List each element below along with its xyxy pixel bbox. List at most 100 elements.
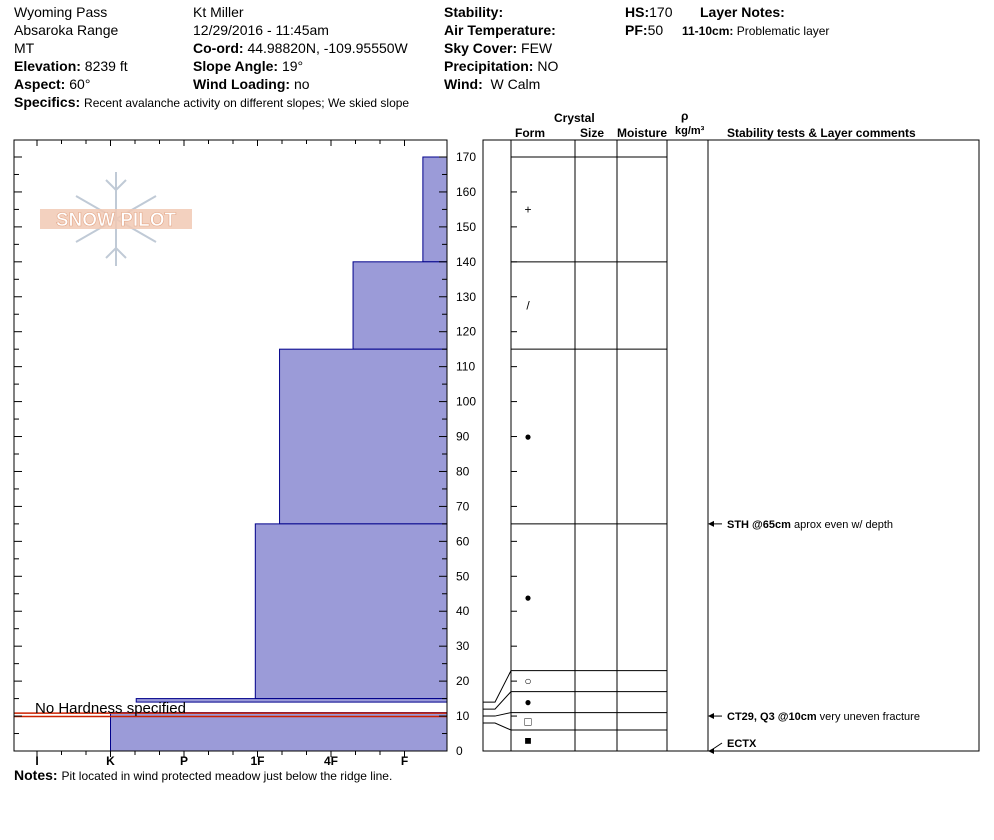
sky-value: FEW <box>521 40 553 56</box>
elevation-value: 8239 ft <box>84 58 128 74</box>
x-tick-label: 1F <box>250 754 264 768</box>
col-tests: Stability tests & Layer comments <box>727 126 916 140</box>
wind-loading-label: Wind Loading: <box>193 76 291 92</box>
profile-bar <box>279 348 448 525</box>
logo-band <box>40 209 192 229</box>
grain-form-symbol: ■ <box>524 734 531 748</box>
test-arrowhead <box>708 520 714 527</box>
slope-value: 19° <box>281 58 304 74</box>
profile-bar <box>352 261 448 350</box>
y-tick-label: 40 <box>456 604 470 618</box>
col-size: Size <box>580 126 605 140</box>
test-label: ECTX <box>727 738 757 750</box>
stability-label: Stability: <box>444 4 504 20</box>
layer-note-text: Problematic layer <box>736 24 830 38</box>
layer-notes-heading: Layer Notes: <box>700 3 785 21</box>
slope-angle: Slope Angle: 19° <box>193 57 303 75</box>
location: Wyoming Pass <box>14 4 108 20</box>
x-tick-label: I <box>35 754 38 768</box>
x-tick-label: P <box>180 754 188 768</box>
chart-axes: I K P 1F 4F F 0 10 20 30 40 50 60 70 80 90 100 110 120 130 1… <box>13 139 476 768</box>
x-tick-label: F <box>401 754 408 768</box>
coord-label: Co-ord: <box>193 40 244 56</box>
hardness-profile <box>14 156 448 752</box>
no-hardness-label: No Hardness specified <box>35 700 186 717</box>
test-label: CT29, Q3 @10cm very uneven fracture <box>727 711 920 723</box>
y-tick-label: 90 <box>456 430 470 444</box>
notes: Notes: Pit located in wind protected mea… <box>14 766 392 785</box>
layer-note-depth: 11-10cm: <box>682 24 734 38</box>
grain-form-symbol: ○ <box>524 674 531 688</box>
notes-label: Notes: <box>14 767 58 783</box>
layer-connector <box>483 712 512 717</box>
air-temp-label: Air Temperature: <box>444 22 556 38</box>
snowpilot-logo: SNOW PILOT <box>40 172 192 266</box>
aspect-label: Aspect: <box>14 76 66 92</box>
y-tick-label: 70 <box>456 499 470 513</box>
col-form: Form <box>515 126 545 140</box>
profile-bar <box>254 523 448 700</box>
stability-tests: STH @65cm aprox even w/ depth CT29, Q3 @1… <box>708 519 920 754</box>
test-arrowhead <box>708 713 714 720</box>
grain-form-symbol: ● <box>524 590 531 604</box>
range: Absaroka Range <box>14 22 119 38</box>
x-tick-label: 4F <box>324 754 338 768</box>
datetime: 12/29/2016 - 11:45am <box>193 22 329 38</box>
test-comment: very uneven fracture <box>817 711 920 723</box>
y-tick-label: 80 <box>456 464 470 478</box>
y-tick-label: 100 <box>456 395 476 409</box>
elevation-label: Elevation: <box>14 58 81 74</box>
precipitation: Precipitation: NO <box>444 57 558 75</box>
test-code: CT29, Q3 @10cm <box>727 711 817 723</box>
specifics: Specifics: Recent avalanche activity on … <box>14 93 409 112</box>
y-tick-label: 110 <box>456 360 475 374</box>
test-code: STH @65cm <box>727 519 791 531</box>
grain-form-symbol: + <box>524 202 531 216</box>
sky-cover: Sky Cover: FEW <box>444 39 552 57</box>
wind-loading-value: no <box>293 76 310 92</box>
pf-label: PF: <box>625 22 648 38</box>
table-frame <box>482 139 980 752</box>
y-tick-label: 10 <box>456 709 470 723</box>
layer-note: 11-10cm: Problematic layer <box>682 22 829 40</box>
y-tick-label: 140 <box>456 255 476 269</box>
y-tick-label: 60 <box>456 534 470 548</box>
air-temperature: Air Temperature: <box>444 21 556 39</box>
col-rho: ρ <box>681 109 689 123</box>
layer-notes-label: Layer Notes: <box>700 4 785 20</box>
profile-bar <box>110 712 448 752</box>
logo-text: SNOW PILOT <box>56 210 177 231</box>
coord-value: 44.98820N, -109.95550W <box>247 40 408 56</box>
col-moisture: Moisture <box>617 126 668 140</box>
wind-loading: Wind Loading: no <box>193 75 310 93</box>
hs-label: HS: <box>625 4 650 20</box>
observer: Kt Miller <box>193 4 244 20</box>
notes-value: Pit located in wind protected meadow jus… <box>61 769 393 783</box>
layer-connector <box>483 722 512 731</box>
hs-value: 170 <box>649 4 673 20</box>
layer-connector <box>483 691 512 710</box>
y-tick-label: 50 <box>456 569 470 583</box>
y-tick-label: 150 <box>456 220 476 234</box>
y-tick-label: 30 <box>456 639 470 653</box>
wind: Wind: W Calm <box>444 75 540 93</box>
y-tick-label: 130 <box>456 290 476 304</box>
test-code: ECTX <box>727 738 757 750</box>
elevation: Elevation: 8239 ft <box>14 57 128 75</box>
grain-form-symbol: □ <box>524 714 531 728</box>
slope-label: Slope Angle: <box>193 58 279 74</box>
sky-label: Sky Cover: <box>444 40 518 56</box>
test-arrowhead <box>708 748 714 754</box>
aspect: Aspect: 60° <box>14 75 90 93</box>
y-tick-label: 160 <box>456 185 476 199</box>
test-comment: aprox even w/ depth <box>791 519 893 531</box>
wind-value: W Calm <box>490 76 541 92</box>
pf-value: 50 <box>647 22 664 38</box>
specifics-label: Specifics: <box>14 94 81 110</box>
precip-value: NO <box>537 58 559 74</box>
specifics-value: Recent avalanche activity on different s… <box>84 96 410 110</box>
y-tick-label: 120 <box>456 325 476 339</box>
hs: HS:170 <box>625 3 672 21</box>
y-tick-label: 0 <box>456 744 463 758</box>
layer-connector <box>483 670 512 703</box>
